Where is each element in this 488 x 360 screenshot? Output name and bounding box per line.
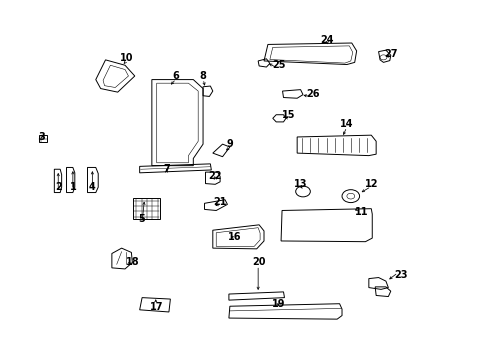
Text: 5: 5 [139, 215, 145, 224]
Text: 18: 18 [125, 257, 139, 267]
Text: 6: 6 [172, 71, 179, 81]
Text: 17: 17 [150, 302, 163, 312]
Text: 10: 10 [120, 53, 133, 63]
Text: 16: 16 [227, 232, 241, 242]
Text: 25: 25 [271, 60, 285, 70]
Text: 27: 27 [383, 49, 397, 59]
Text: 4: 4 [89, 182, 96, 192]
Text: 8: 8 [199, 71, 206, 81]
Text: 1: 1 [69, 182, 76, 192]
Text: 13: 13 [293, 179, 306, 189]
Text: 19: 19 [271, 299, 285, 309]
Text: 21: 21 [213, 197, 226, 207]
Text: 22: 22 [208, 171, 222, 181]
Text: 24: 24 [320, 35, 333, 45]
Text: 15: 15 [281, 111, 295, 121]
Text: 26: 26 [305, 89, 319, 99]
Bar [133, 198, 160, 220]
Text: 2: 2 [55, 182, 61, 192]
Text: 14: 14 [340, 120, 353, 129]
Bar [39, 135, 46, 142]
Text: 11: 11 [354, 207, 367, 217]
Text: 7: 7 [163, 164, 169, 174]
Text: 20: 20 [252, 257, 265, 267]
Text: 9: 9 [226, 139, 233, 149]
Text: 23: 23 [393, 270, 407, 280]
Text: 3: 3 [39, 132, 45, 142]
Text: 12: 12 [364, 179, 377, 189]
